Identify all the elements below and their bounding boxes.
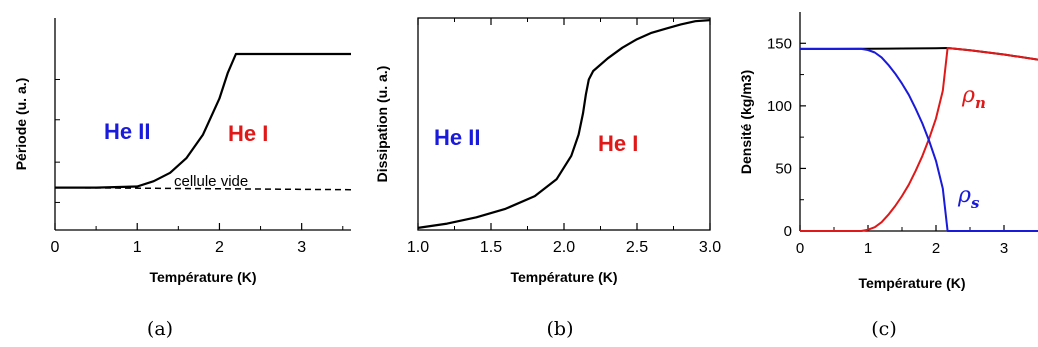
x-tick-label: 1 (864, 240, 872, 257)
x-tick-label: 1.5 (480, 239, 502, 256)
panel-caption: (c) (871, 318, 896, 340)
y-axis-label: Dissipation (u. a.) (374, 66, 390, 183)
y-tick-label: 50 (775, 160, 792, 177)
x-tick-label: 2 (932, 240, 940, 257)
annotation-phase-he-ii: He II (434, 125, 480, 150)
panel-a: 0 1 2 3 He II He I cellule vide Température (K)… (13, 18, 352, 340)
x-axis-label: Température (K) (510, 269, 617, 285)
y-axis-label: Densité (kg/m3) (738, 70, 754, 174)
series-line-line-0 (55, 52, 351, 189)
x-tick-label: 0 (796, 240, 804, 257)
x-tick-label: 2 (215, 239, 224, 256)
y-tick-label: 150 (767, 35, 792, 52)
series-line-rho-n (800, 47, 1038, 232)
annotation-cellule-vide: cellule vide (174, 173, 248, 190)
annotation-rho-n: ρn (961, 83, 986, 112)
panel-caption: (a) (147, 318, 173, 340)
x-tick-label: 0 (51, 239, 60, 256)
annotation-phase-he-i: He I (598, 131, 638, 156)
panel-b: 1.0 1.5 2.0 2.5 3.0 He II He I Température (K) D… (374, 17, 721, 340)
y-axis-label: Période (u. a.) (13, 78, 29, 171)
plot-frame (417, 17, 711, 231)
series-line-line-0 (417, 19, 711, 229)
y-tick-label: 0 (784, 223, 792, 240)
x-tick-label: 3 (297, 239, 306, 256)
annotation-phase-he-ii: He II (104, 119, 150, 144)
panel-caption: (b) (547, 318, 574, 340)
y-tick-label: 100 (767, 98, 792, 115)
x-tick-label: 1 (133, 239, 142, 256)
x-tick-label: 2.0 (553, 239, 575, 256)
x-tick-label: 3.0 (699, 239, 721, 256)
x-tick-label: 1.0 (407, 239, 429, 256)
x-tick-label: 3 (1000, 240, 1008, 257)
annotation-phase-he-i: He I (228, 121, 268, 146)
x-tick-label: 2.5 (626, 239, 648, 256)
annotation-rho-s: ρs (957, 183, 980, 212)
series-line-rho-s (800, 47, 1038, 232)
x-axis-label: Température (K) (858, 275, 965, 291)
panel-c: 0 1 2 3 0 50 100 150 ρn ρs Température (K) Densité … (738, 12, 1038, 340)
x-axis-label: Température (K) (149, 269, 256, 285)
